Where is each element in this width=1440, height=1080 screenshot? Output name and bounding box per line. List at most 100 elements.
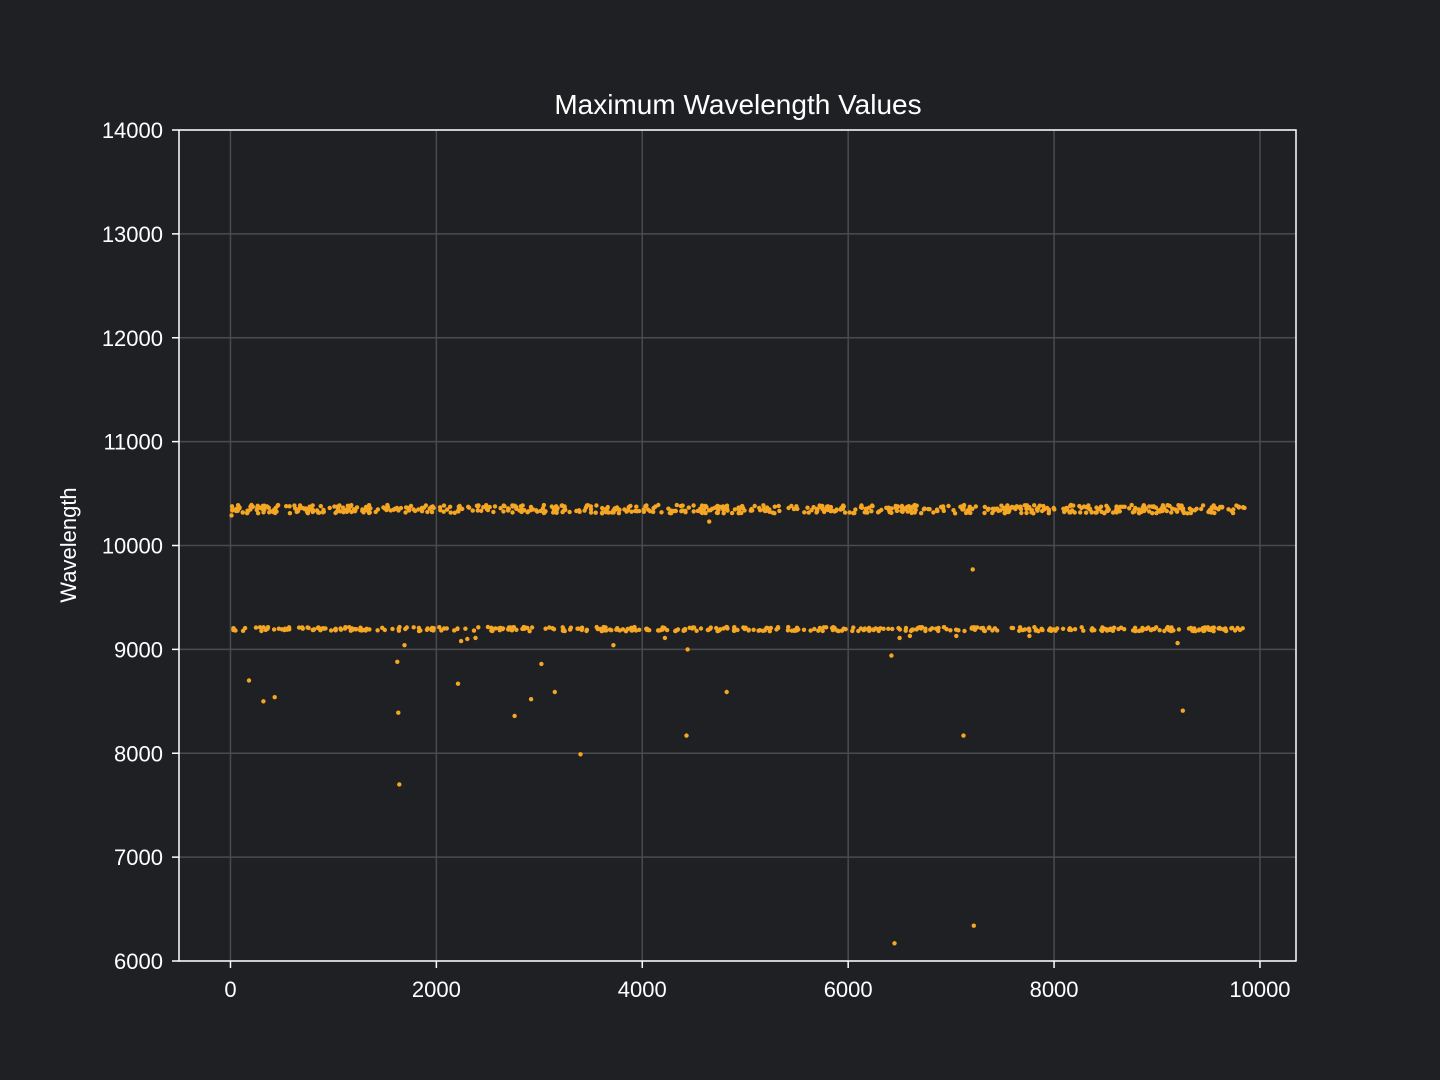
- x-tick-label: 0: [224, 977, 236, 1002]
- band-point: [287, 504, 292, 509]
- band-point: [255, 503, 260, 508]
- band-point: [795, 506, 800, 512]
- band-point: [1033, 628, 1039, 633]
- band-point: [944, 627, 949, 632]
- band-point: [1118, 625, 1124, 630]
- band-point: [1051, 627, 1056, 632]
- band-point: [1205, 625, 1211, 630]
- data-point: [961, 733, 966, 738]
- band-point: [893, 505, 898, 510]
- band-point: [704, 504, 709, 510]
- band-point: [841, 503, 846, 508]
- band-point: [1148, 627, 1154, 633]
- band-point: [1067, 510, 1072, 515]
- band-point: [765, 625, 770, 631]
- band-point: [1018, 506, 1024, 512]
- band-point: [527, 629, 532, 634]
- band-point: [237, 506, 242, 511]
- band-point: [1226, 507, 1231, 512]
- band-point: [840, 506, 846, 511]
- band-point: [864, 507, 869, 513]
- band-point: [775, 625, 781, 631]
- band-point: [973, 504, 978, 509]
- band-point: [1069, 627, 1074, 633]
- data-point: [684, 733, 689, 738]
- band-point: [732, 625, 737, 631]
- band-point: [777, 508, 782, 514]
- band-point: [562, 628, 567, 634]
- band-point: [1083, 510, 1089, 515]
- band-point: [340, 505, 346, 510]
- band-point: [1190, 628, 1195, 633]
- band-point: [802, 510, 807, 515]
- band-point: [913, 507, 918, 512]
- band-point: [721, 511, 726, 516]
- band-point: [1169, 510, 1174, 515]
- data-point: [907, 633, 913, 639]
- band-point: [716, 507, 721, 513]
- data-point: [246, 678, 252, 683]
- band-point: [1017, 628, 1022, 633]
- band-point: [1019, 510, 1024, 516]
- band-point: [1079, 505, 1084, 511]
- band-point: [629, 509, 634, 514]
- band-point: [567, 627, 573, 632]
- band-point: [644, 503, 649, 508]
- band-point: [1162, 506, 1167, 511]
- band-point: [439, 628, 444, 633]
- band-point: [690, 625, 696, 630]
- band-point: [310, 503, 315, 508]
- band-point: [528, 504, 534, 510]
- band-point: [732, 507, 738, 512]
- band-point: [708, 626, 713, 631]
- band-point: [506, 626, 511, 632]
- x-tick-label: 10000: [1229, 977, 1290, 1002]
- band-point: [336, 506, 341, 511]
- band-point: [919, 511, 924, 516]
- data-point: [969, 626, 974, 631]
- band-point: [319, 626, 325, 631]
- band-point: [626, 504, 631, 510]
- band-point: [416, 507, 421, 512]
- y-tick-label: 9000: [114, 637, 163, 662]
- band-point: [382, 627, 387, 633]
- band-point: [517, 508, 522, 513]
- band-point: [786, 505, 791, 511]
- data-point: [897, 635, 902, 641]
- data-points: [229, 502, 1247, 946]
- band-point: [615, 626, 620, 631]
- band-point: [429, 505, 434, 510]
- band-point: [714, 625, 719, 631]
- x-tick-label: 4000: [618, 977, 667, 1002]
- band-point: [293, 506, 298, 511]
- band-point: [1040, 627, 1045, 633]
- band-point: [305, 511, 311, 516]
- data-point: [473, 635, 478, 641]
- band-point: [1089, 510, 1095, 515]
- band-point: [320, 510, 326, 515]
- band-point: [752, 503, 757, 509]
- band-point: [522, 626, 527, 631]
- y-tick-label: 7000: [114, 845, 163, 870]
- band-point: [1002, 510, 1007, 516]
- band-point: [259, 628, 264, 634]
- band-point: [1142, 504, 1147, 509]
- band-point: [588, 510, 594, 515]
- band-point: [636, 508, 642, 514]
- band-point: [1102, 511, 1107, 516]
- band-point: [876, 628, 881, 634]
- data-point: [229, 513, 234, 518]
- band-point: [737, 508, 742, 513]
- y-tick-label: 14000: [102, 118, 163, 143]
- band-point: [678, 503, 684, 509]
- x-tick-label: 8000: [1030, 977, 1079, 1002]
- data-point: [261, 699, 266, 704]
- band-point: [796, 627, 801, 632]
- band-point: [448, 510, 453, 515]
- band-point: [542, 510, 547, 515]
- band-point: [595, 626, 600, 632]
- band-point: [345, 503, 350, 508]
- band-point: [1157, 628, 1162, 633]
- band-point: [645, 507, 651, 512]
